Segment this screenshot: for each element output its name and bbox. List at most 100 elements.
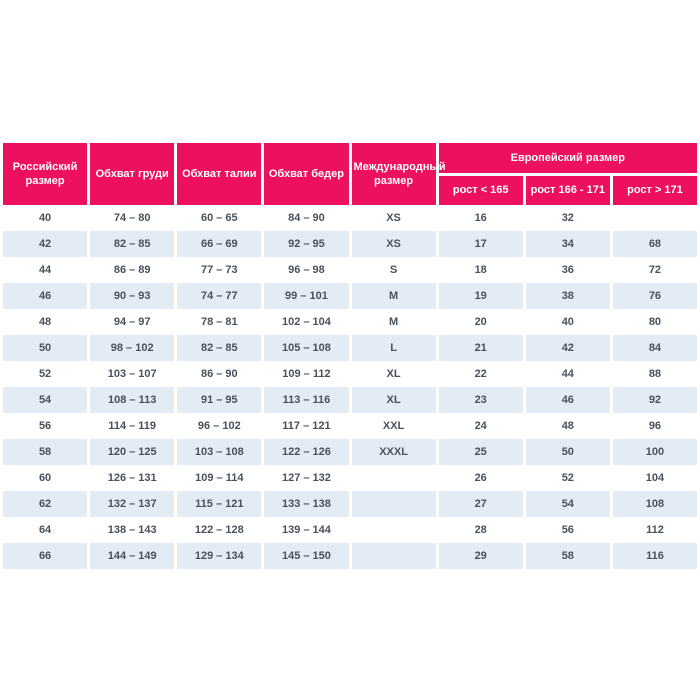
table-cell: XL <box>351 387 436 413</box>
table-row: 58 120 – 125 103 – 108 122 – 126 XXXL 25 50 100 <box>3 439 697 465</box>
table-cell: 122 – 128 <box>177 517 262 543</box>
table-cell: M <box>351 309 436 335</box>
table-cell: 138 – 143 <box>90 517 175 543</box>
table-row: 46 90 – 93 74 – 77 99 – 101 M 19 38 76 <box>3 283 697 309</box>
table-row: 60 126 – 131 109 – 114 127 – 132 26 52 104 <box>3 465 697 491</box>
table-cell: 109 – 112 <box>264 361 349 387</box>
table-cell: 117 – 121 <box>264 413 349 439</box>
table-cell: 29 <box>438 543 523 569</box>
table-cell: 120 – 125 <box>90 439 175 465</box>
table-body: 40 74 – 80 60 – 65 84 – 90 XS 16 32 42 82 – 85 66… <box>3 205 697 569</box>
table-cell: 100 <box>612 439 697 465</box>
table-cell: 56 <box>525 517 610 543</box>
table-cell: 109 – 114 <box>177 465 262 491</box>
table-row: 56 114 – 119 96 – 102 117 – 121 XXL 24 48 96 <box>3 413 697 439</box>
table-row: 62 132 – 137 115 – 121 133 – 138 27 54 108 <box>3 491 697 517</box>
header-russian-size: Российский размер <box>3 143 88 205</box>
table-cell: 60 <box>3 465 88 491</box>
table-cell: 24 <box>438 413 523 439</box>
table-cell: 18 <box>438 257 523 283</box>
table-header: Российский размер Обхват груди Обхват та… <box>3 143 697 205</box>
table-cell: 72 <box>612 257 697 283</box>
table-cell: 16 <box>438 205 523 231</box>
table-cell: 84 <box>612 335 697 361</box>
table-cell: 42 <box>3 231 88 257</box>
table-cell: 26 <box>438 465 523 491</box>
header-height-lt-165: рост < 165 <box>438 176 523 205</box>
header-international-size: Международный размер <box>351 143 446 205</box>
table-cell <box>351 517 436 543</box>
table-cell: 48 <box>525 413 610 439</box>
table-cell: 122 – 126 <box>264 439 349 465</box>
table-cell: 50 <box>3 335 88 361</box>
table-cell: 139 – 144 <box>264 517 349 543</box>
table-cell: 96 – 98 <box>264 257 349 283</box>
table-cell: 54 <box>525 491 610 517</box>
header-row-sub: рост < 165 рост 166 - 171 рост > 171 <box>3 176 697 205</box>
header-height-166-171: рост 166 - 171 <box>525 176 610 205</box>
table-cell: 133 – 138 <box>264 491 349 517</box>
table-cell: 108 – 113 <box>90 387 175 413</box>
table-cell: 78 – 81 <box>177 309 262 335</box>
table-cell: S <box>351 257 436 283</box>
table-cell: 96 <box>612 413 697 439</box>
table-cell: 144 – 149 <box>90 543 175 569</box>
table-cell: L <box>351 335 436 361</box>
header-waist: Обхват талии <box>177 143 262 205</box>
table-cell: 46 <box>525 387 610 413</box>
table-cell: 82 – 85 <box>90 231 175 257</box>
table-cell: 105 – 108 <box>264 335 349 361</box>
table-cell: M <box>351 283 436 309</box>
table-cell: 48 <box>3 309 88 335</box>
table-cell: 17 <box>438 231 523 257</box>
header-row-main: Российский размер Обхват груди Обхват та… <box>3 143 697 205</box>
table-cell: 60 – 65 <box>177 205 262 231</box>
table-cell: 102 – 104 <box>264 309 349 335</box>
table-cell: 40 <box>3 205 88 231</box>
table-cell: 129 – 134 <box>177 543 262 569</box>
table-cell: 77 – 73 <box>177 257 262 283</box>
table-row: 42 82 – 85 66 – 69 92 – 95 XS 17 34 68 <box>3 231 697 257</box>
table-cell: 112 <box>612 517 697 543</box>
table-cell: 92 <box>612 387 697 413</box>
table-cell: 36 <box>525 257 610 283</box>
table-cell: 90 – 93 <box>90 283 175 309</box>
table-cell: 32 <box>525 205 610 231</box>
table-cell: 20 <box>438 309 523 335</box>
table-cell: 80 <box>612 309 697 335</box>
table-row: 44 86 – 89 77 – 73 96 – 98 S 18 36 72 <box>3 257 697 283</box>
table-row: 50 98 – 102 82 – 85 105 – 108 L 21 42 84 <box>3 335 697 361</box>
table-cell: 99 – 101 <box>264 283 349 309</box>
table-cell: 25 <box>438 439 523 465</box>
table-cell: 22 <box>438 361 523 387</box>
table-cell: 44 <box>3 257 88 283</box>
table-cell: 38 <box>525 283 610 309</box>
table-cell: 96 – 102 <box>177 413 262 439</box>
table-cell <box>351 491 436 517</box>
table-cell: 19 <box>438 283 523 309</box>
table-cell: 46 <box>3 283 88 309</box>
table-cell: 52 <box>525 465 610 491</box>
table-cell: 103 – 107 <box>90 361 175 387</box>
table-cell: XXL <box>351 413 436 439</box>
table-cell: 44 <box>525 361 610 387</box>
table-cell: 103 – 108 <box>177 439 262 465</box>
table-cell: 145 – 150 <box>264 543 349 569</box>
table-row: 54 108 – 113 91 – 95 113 – 116 XL 23 46 92 <box>3 387 697 413</box>
table-cell <box>612 205 697 231</box>
table-cell: 114 – 119 <box>90 413 175 439</box>
table-row: 64 138 – 143 122 – 128 139 – 144 28 56 112 <box>3 517 697 543</box>
table-cell: 127 – 132 <box>264 465 349 491</box>
table-cell: 126 – 131 <box>90 465 175 491</box>
table-cell: 132 – 137 <box>90 491 175 517</box>
header-height-gt-171: рост > 171 <box>612 176 697 205</box>
table-cell: XL <box>351 361 436 387</box>
table-cell: XS <box>351 205 436 231</box>
table-cell: 84 – 90 <box>264 205 349 231</box>
table-cell: 82 – 85 <box>177 335 262 361</box>
table-cell: 116 <box>612 543 697 569</box>
table-cell: 92 – 95 <box>264 231 349 257</box>
table-cell: 64 <box>3 517 88 543</box>
table-cell: 27 <box>438 491 523 517</box>
table-cell: 76 <box>612 283 697 309</box>
